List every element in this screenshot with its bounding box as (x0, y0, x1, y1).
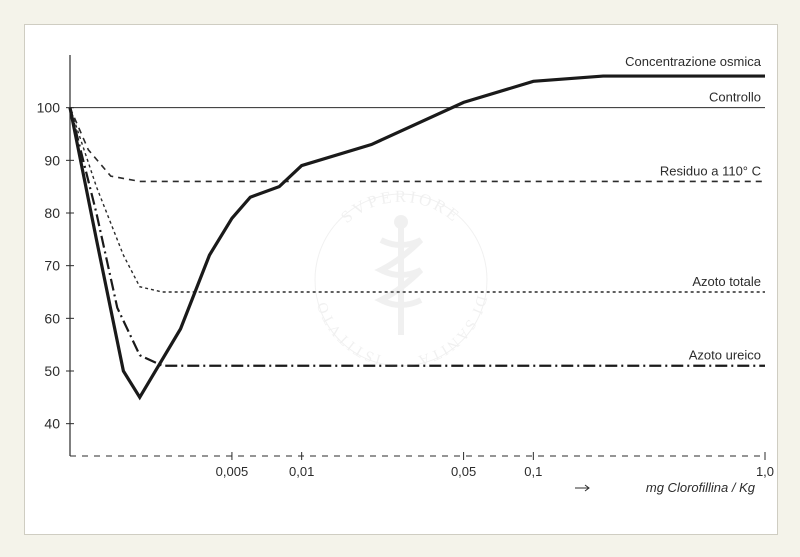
y-tick-label: 90 (44, 152, 60, 168)
y-tick-label: 70 (44, 258, 60, 274)
series-azoto-ureico-label: Azoto ureico (689, 348, 761, 363)
x-tick-label: 1,0 (756, 464, 774, 479)
chart-plot: 4050607080901000,0050,010,050,11,0mg Clo… (70, 55, 765, 495)
x-tick-label: 0,05 (451, 464, 476, 479)
y-tick-label: 40 (44, 416, 60, 432)
x-tick-label: 0,01 (289, 464, 314, 479)
y-tick-label: 50 (44, 363, 60, 379)
chart-frame: 40 50 60 70 80 90 100 0,005 0,01 0,05 0,1 1,0mg Clo… (24, 24, 778, 535)
series-controllo-label: Controllo (709, 90, 761, 105)
series-azoto-totale (70, 108, 765, 292)
chart-svg: 4050607080901000,0050,010,050,11,0mg Clo… (70, 55, 765, 495)
y-tick-label: 60 (44, 310, 60, 326)
series-residuo-label: Residuo a 110° C (660, 163, 761, 178)
y-tick-label: 100 (37, 100, 61, 116)
series-concentrazione (70, 76, 765, 397)
y-tick-label: 80 (44, 205, 60, 221)
arrow-right-icon (575, 485, 589, 491)
x-tick-label: 0,1 (524, 464, 542, 479)
series-azoto-totale-label: Azoto totale (692, 274, 761, 289)
x-tick-label: 0,005 (216, 464, 249, 479)
series-concentrazione-label: Concentrazione osmica (625, 54, 762, 69)
series-azoto-ureico (70, 108, 765, 366)
x-axis-label: mg Clorofillina / Kg (646, 480, 756, 495)
